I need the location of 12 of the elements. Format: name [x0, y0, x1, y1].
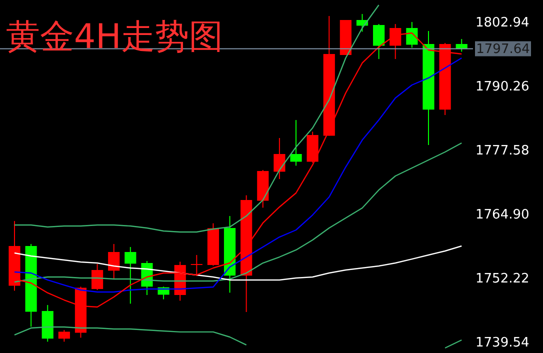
- candlestick: [422, 30, 434, 146]
- y-tick-label: 1802.94: [476, 16, 530, 31]
- y-tick-label: 1752.22: [476, 272, 530, 286]
- candlestick: [58, 329, 70, 342]
- y-tick-label: 1764.90: [476, 208, 530, 222]
- y-tick-label: 1739.54: [476, 335, 530, 350]
- y-tick-label: 1790.26: [476, 80, 530, 95]
- text: 黄金4H走势图: [6, 17, 224, 57]
- y-tick-label: 1777.58: [476, 144, 530, 158]
- candlestick: [290, 120, 302, 166]
- ref-line-label: 1797.64: [476, 42, 530, 57]
- candlestick: [190, 254, 202, 276]
